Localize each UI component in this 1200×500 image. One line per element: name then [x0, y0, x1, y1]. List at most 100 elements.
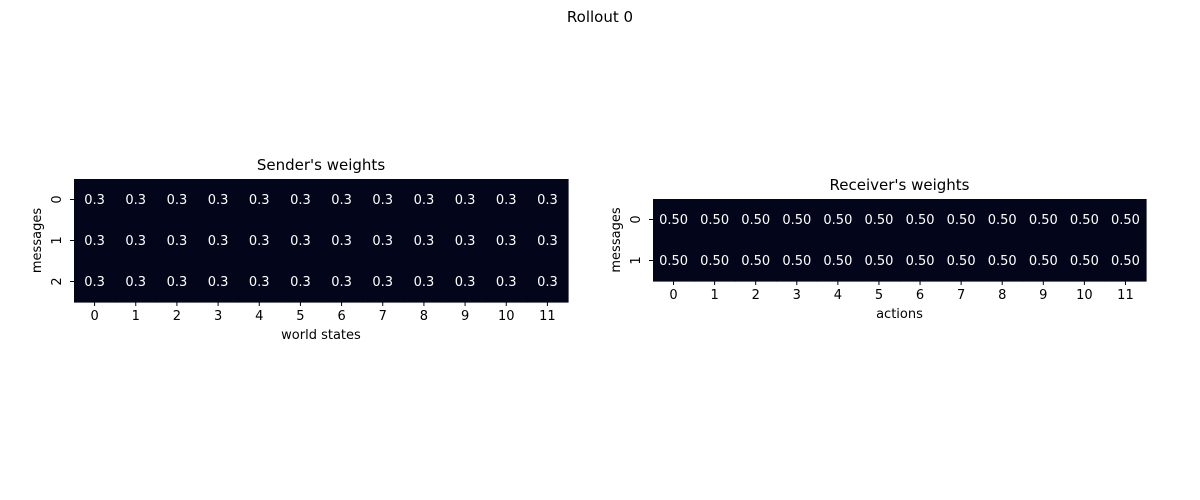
cell-value-label: 0.50 [741, 254, 770, 269]
y-axis-label: messages [609, 207, 624, 272]
x-axis-label: world states [281, 328, 361, 343]
cell-value-label: 0.3 [331, 275, 352, 290]
heatmap-cell [776, 240, 818, 282]
x-tick-label: 5 [875, 288, 883, 303]
heatmap-cell [940, 240, 983, 282]
cell-value-label: 0.3 [455, 234, 476, 249]
heatmap-cell [238, 220, 281, 262]
cell-value-label: 0.3 [167, 234, 188, 249]
x-tick-label: 5 [296, 309, 304, 324]
heatmap-cell [238, 261, 281, 303]
cell-value-label: 0.3 [455, 193, 476, 208]
cell-value-label: 0.50 [782, 254, 811, 269]
cell-value-label: 0.3 [249, 193, 270, 208]
heatmap-title: Sender's weights [257, 156, 385, 174]
heatmap-cell [817, 199, 860, 241]
cell-value-label: 0.50 [659, 213, 688, 228]
heatmap-cell [694, 199, 736, 241]
cell-value-label: 0.3 [537, 275, 558, 290]
x-tick-label: 2 [173, 309, 181, 324]
heatmap-cell [156, 261, 199, 303]
receiver-heatmap: 0.50 0.50 0.50 0.50 0.50 0.50 0.50 0.50 0.50 0.50… [609, 176, 1147, 322]
x-tick-label: 1 [710, 288, 718, 303]
heatmap-cell [653, 240, 695, 282]
cell-value-label: 0.50 [988, 213, 1017, 228]
x-tick-label: 3 [214, 309, 222, 324]
cell-value-label: 0.3 [372, 193, 393, 208]
heatmap-cell [817, 240, 860, 282]
cell-value-label: 0.3 [249, 275, 270, 290]
cell-value-label: 0.50 [823, 213, 852, 228]
cell-value-label: 0.3 [496, 193, 517, 208]
cell-value-label: 0.50 [700, 254, 729, 269]
x-tick-label: 10 [498, 309, 515, 324]
x-tick-label: 0 [90, 309, 98, 324]
heatmap-cell [1022, 199, 1065, 241]
cell-value-label: 0.50 [1070, 213, 1099, 228]
heatmap-cell [197, 220, 240, 262]
heatmap-cell [735, 199, 777, 241]
x-tick-label: 9 [461, 309, 469, 324]
cell-value-label: 0.50 [988, 254, 1017, 269]
cell-value-label: 0.3 [84, 234, 105, 249]
x-tick-label: 1 [132, 309, 140, 324]
x-tick-label: 11 [539, 309, 556, 324]
x-tick-label: 8 [420, 309, 428, 324]
x-tick-label: 6 [337, 309, 345, 324]
heatmap-cell [1104, 199, 1147, 241]
heatmap-cell [74, 220, 116, 262]
cell-value-label: 0.50 [1111, 254, 1140, 269]
heatmap-cell [403, 179, 446, 221]
figure-title: Rollout 0 [567, 8, 633, 26]
heatmap-cell [858, 240, 901, 282]
heatmap-cell [279, 179, 322, 221]
cell-value-label: 0.3 [84, 193, 105, 208]
heatmap-cell [1063, 240, 1106, 282]
heatmap-cell [362, 220, 404, 262]
cell-value-label: 0.50 [741, 213, 770, 228]
heatmap-cell [156, 179, 199, 221]
x-tick-label: 0 [669, 288, 677, 303]
x-tick-label: 4 [834, 288, 842, 303]
cell-value-label: 0.3 [331, 234, 352, 249]
heatmap-cell [940, 199, 983, 241]
heatmap-cell [321, 220, 363, 262]
x-tick-label: 3 [793, 288, 801, 303]
heatmap-cell [526, 220, 569, 262]
cell-value-label: 0.50 [1111, 213, 1140, 228]
heatmap-cell [238, 179, 281, 221]
cell-value-label: 0.50 [1070, 254, 1099, 269]
x-tick-label: 2 [752, 288, 760, 303]
heatmap-cell [115, 220, 157, 262]
x-tick-label: 4 [255, 309, 263, 324]
cell-value-label: 0.3 [290, 193, 311, 208]
heatmap-cell [858, 199, 901, 241]
heatmap-cell [197, 179, 240, 221]
cell-value-label: 0.3 [208, 275, 229, 290]
heatmap-cell [981, 240, 1024, 282]
heatmap-cell [362, 179, 404, 221]
heatmap-cell [899, 240, 942, 282]
x-tick-label: 10 [1076, 288, 1093, 303]
heatmap-cell [735, 240, 777, 282]
heatmap-cell [776, 199, 818, 241]
cell-value-label: 0.50 [947, 254, 976, 269]
heatmap-cell [981, 199, 1024, 241]
heatmap-cell [1104, 240, 1147, 282]
heatmap-cell [403, 220, 446, 262]
heatmap-cell [362, 261, 404, 303]
cell-value-label: 0.50 [947, 213, 976, 228]
cell-value-label: 0.3 [290, 234, 311, 249]
heatmap-cell [444, 261, 487, 303]
cell-value-label: 0.3 [372, 275, 393, 290]
cell-value-label: 0.3 [372, 234, 393, 249]
cell-value-label: 0.3 [125, 193, 146, 208]
y-axis-label: messages [30, 208, 45, 273]
cell-value-label: 0.50 [659, 254, 688, 269]
heatmap-cell [444, 179, 487, 221]
cell-value-label: 0.50 [782, 213, 811, 228]
heatmap-cell [115, 179, 157, 221]
y-tick-label: 1 [629, 256, 644, 264]
cell-value-label: 0.3 [414, 275, 435, 290]
heatmap-cell [74, 179, 116, 221]
